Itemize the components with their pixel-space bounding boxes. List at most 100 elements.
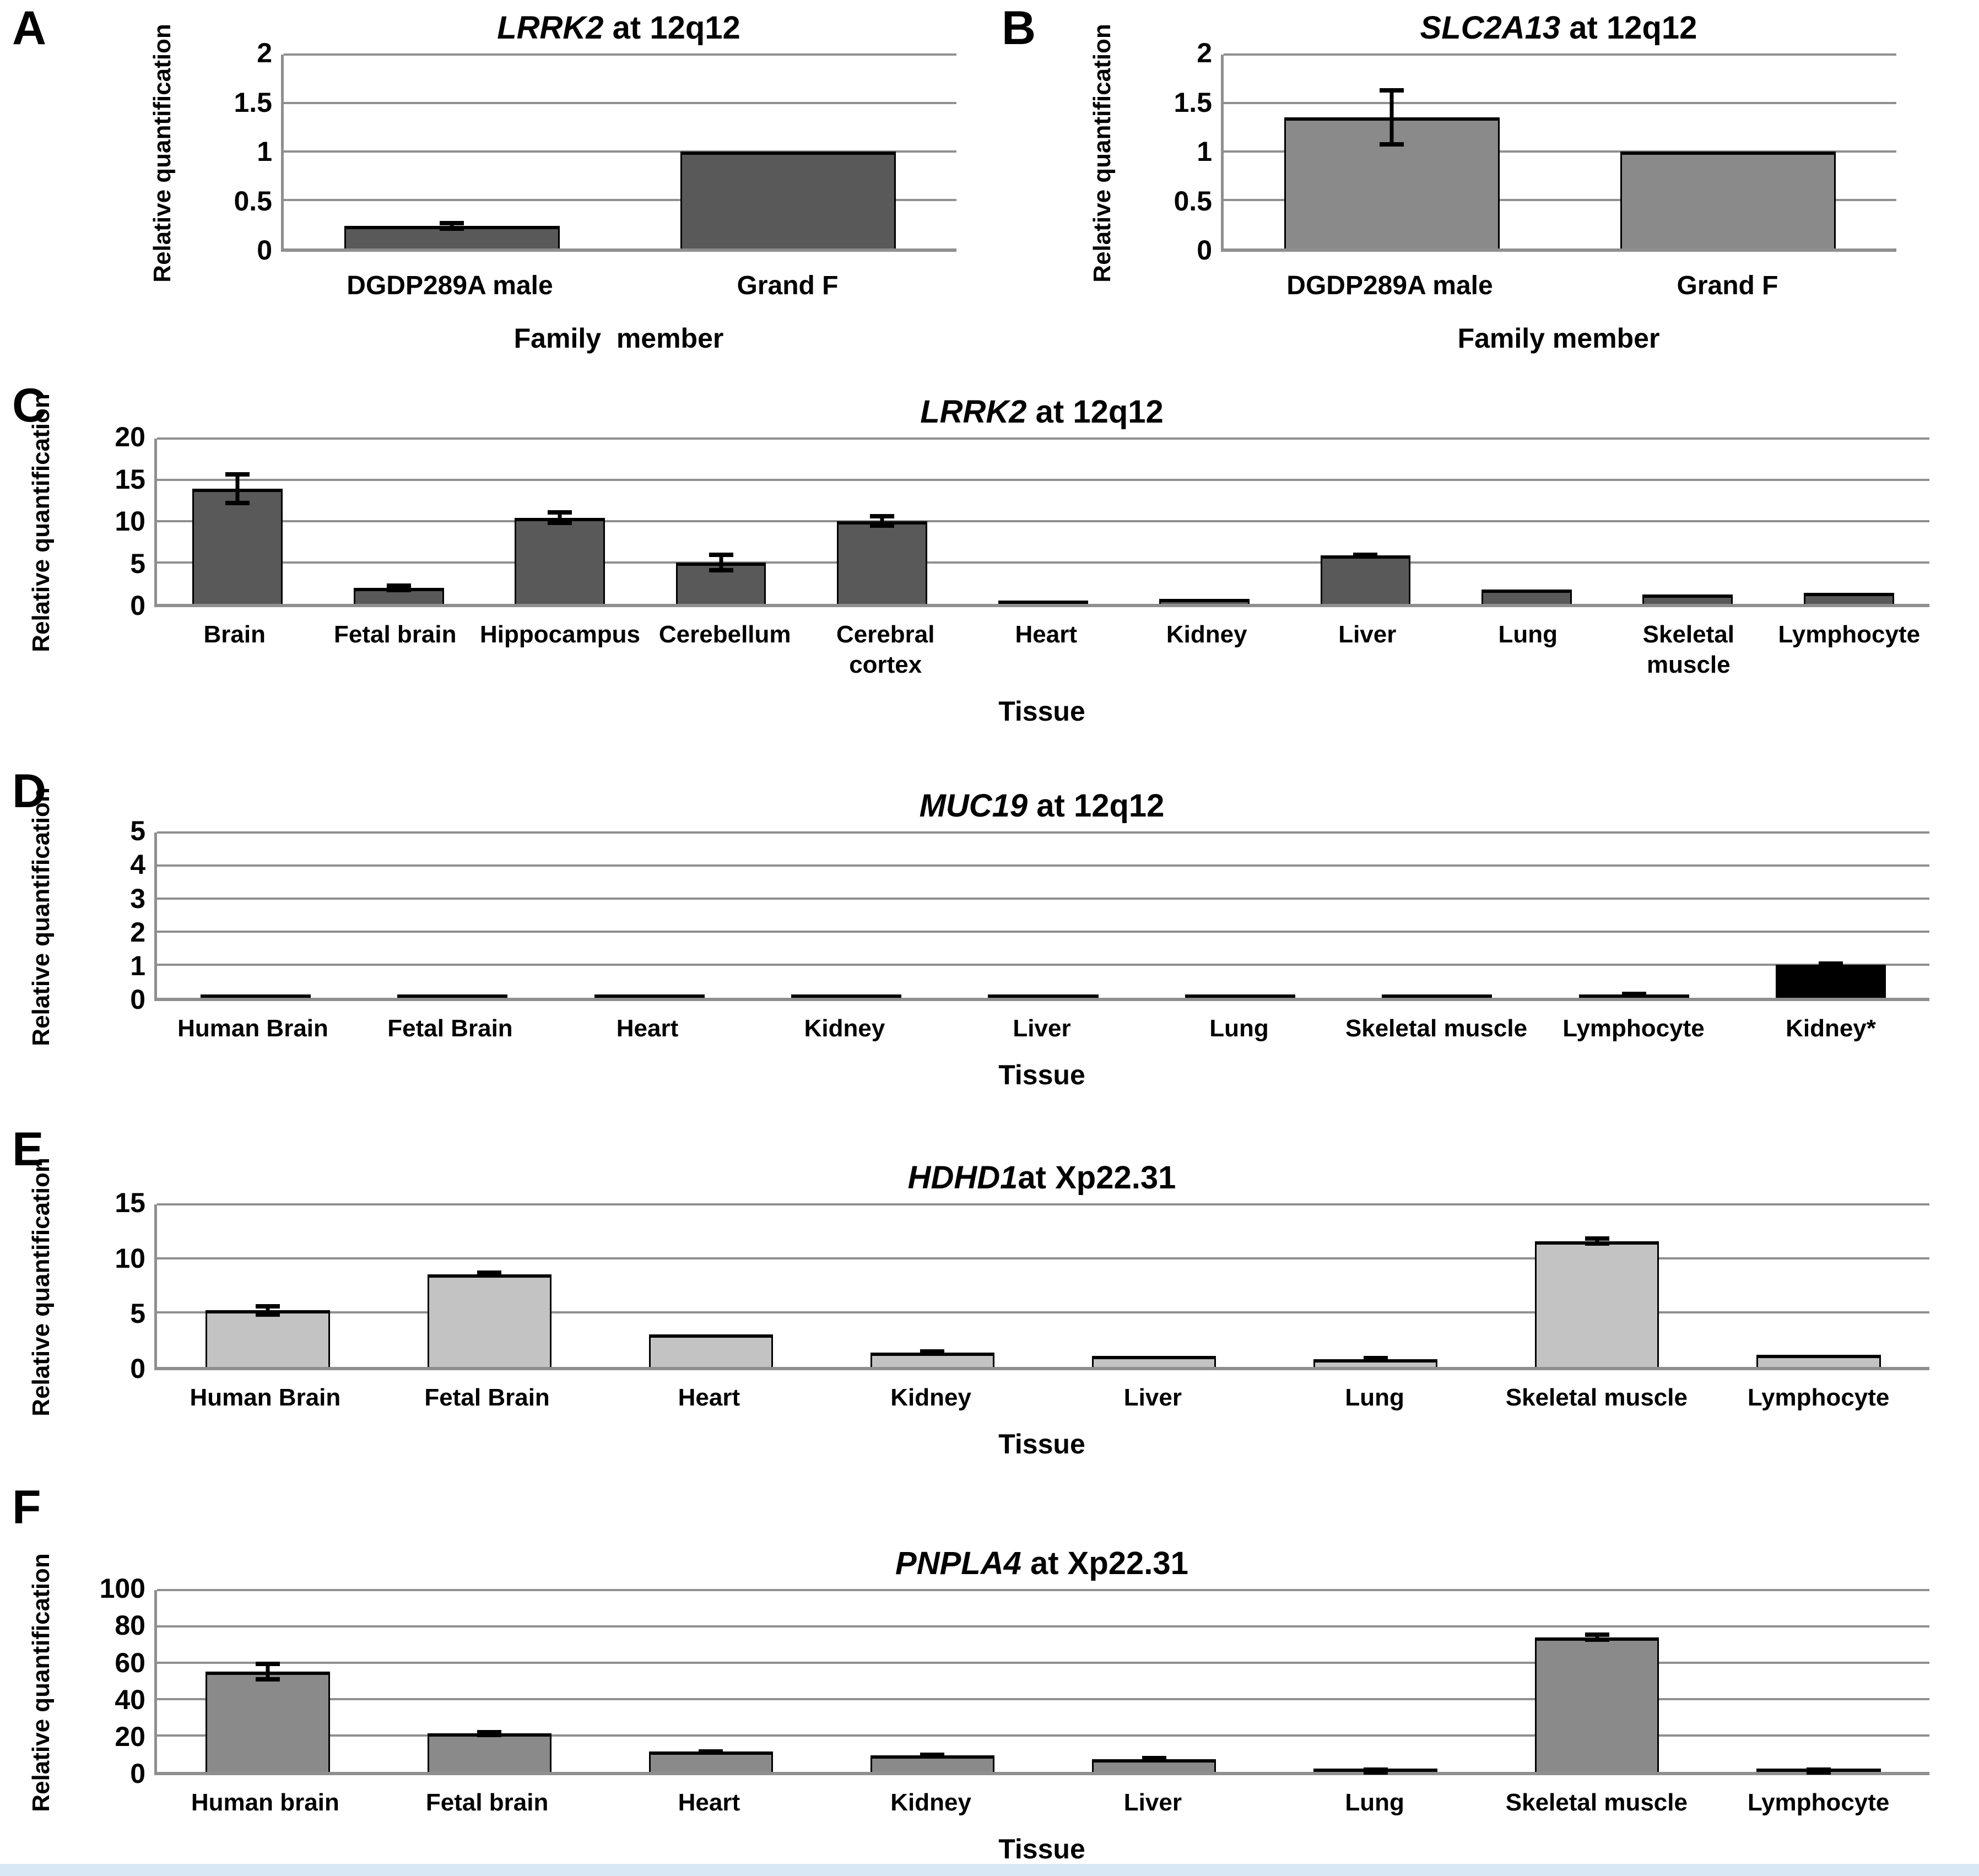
error-bar-cap-top <box>1585 1632 1609 1637</box>
x-axis-tick-labels: Human Brain Fetal Brain Heart Kidney Liver Lu… <box>154 1382 1929 1413</box>
x-tick-label: Liver <box>1123 1788 1182 1816</box>
panel-d-muc19-tissue: D MUC19 at 12q12 Relative quantification… <box>0 763 1979 1121</box>
x-tick-label: Liver <box>1338 620 1397 648</box>
x-tick-label: Liver <box>1013 1014 1071 1042</box>
x-axis-title: Tissue <box>998 1428 1085 1459</box>
x-axis-tick-labels: DGDP289A male Grand F <box>281 269 956 302</box>
y-tick-label: 3 <box>130 883 145 914</box>
x-tick-label: Lung <box>1345 1788 1404 1816</box>
error-bar-line <box>558 510 562 526</box>
y-tick-label: 0.5 <box>234 185 272 217</box>
panel-f-pnpla4-tissue: F PNPLA4 at Xp22.31 Relative quantificat… <box>0 1479 1979 1864</box>
bar <box>397 994 508 998</box>
x-axis-title: Family member <box>1457 322 1660 354</box>
error-bar <box>256 1662 280 1682</box>
x-tick-label: Human Brain <box>190 1383 341 1411</box>
panel-c-lrrk2-tissue: C LRRK2 at 12q12 Relative quantification… <box>0 377 1979 763</box>
plot-area <box>1221 53 1896 252</box>
error-bar-cap-top <box>1585 1236 1609 1241</box>
bar <box>200 994 311 998</box>
panel-letter: C <box>12 379 47 432</box>
chart-title-rest: at 12q12 <box>1028 788 1165 824</box>
error-bar <box>920 1753 945 1758</box>
y-tick-label: 0 <box>130 1353 145 1385</box>
gridline <box>157 437 1929 440</box>
error-bar-line <box>1595 1236 1599 1246</box>
y-tick-label: 5 <box>130 815 145 847</box>
y-tick-label: 2 <box>257 37 272 69</box>
error-bar-cap-top <box>256 1662 280 1667</box>
error-bar-cap-top <box>1142 1758 1166 1763</box>
bar <box>1481 590 1572 604</box>
x-tick-label: Fetal Brain <box>387 1014 513 1042</box>
bar <box>594 994 705 998</box>
bar <box>1382 994 1493 998</box>
bar <box>515 517 605 604</box>
error-bar-cap-bottom <box>920 1753 945 1758</box>
bar <box>427 1733 551 1772</box>
x-tick-label: Human Brain <box>177 1014 328 1042</box>
bar <box>1642 594 1733 604</box>
y-tick-label: 4 <box>130 849 145 880</box>
bar-slot <box>600 1590 821 1772</box>
gridline <box>157 930 1929 933</box>
x-tick-label: Kidney* <box>1786 1014 1876 1042</box>
error-bar-cap-top <box>440 221 464 226</box>
bar-slot <box>1339 832 1535 998</box>
error-bar <box>225 472 250 506</box>
bars-area <box>157 439 1929 604</box>
gridline <box>284 53 956 56</box>
bar <box>988 994 1099 998</box>
gene-name: HDHD1 <box>907 1160 1018 1196</box>
x-tick-label: Lymphocyte <box>1778 620 1921 648</box>
x-tick-label: Skeletal muscle <box>1505 1383 1688 1411</box>
bar-slot <box>640 439 801 604</box>
y-tick-label: 20 <box>115 1721 145 1752</box>
error-bar-cap-bottom <box>699 1749 723 1754</box>
x-tick-label: Heart <box>1015 620 1077 648</box>
error-bar-cap-bottom <box>225 501 250 506</box>
error-bar <box>1819 961 1843 968</box>
panel-e-hdhd1-tissue: E HDHD1at Xp22.31 Relative quantificatio… <box>0 1121 1979 1479</box>
x-tick-label: Lymphocyte <box>1562 1014 1705 1042</box>
error-bar-cap-bottom <box>386 588 411 593</box>
error-bar-line <box>719 552 723 572</box>
x-tick-label: Liver <box>1123 1383 1182 1411</box>
y-tick-label: 2 <box>130 916 145 948</box>
x-tick-label: Fetal brain <box>425 1788 549 1816</box>
x-axis-tick-labels: DGDP289A male Grand F <box>1221 269 1896 302</box>
y-tick-label: 2 <box>1197 37 1212 69</box>
chart-title: PNPLA4 at Xp22.31 <box>154 1545 1929 1582</box>
bar-slot <box>821 1590 1043 1772</box>
error-bar <box>256 1304 280 1317</box>
x-tick-label: Kidney <box>890 1788 971 1816</box>
bar-slot <box>1733 832 1929 998</box>
error-bar-cap-bottom <box>1585 1241 1609 1246</box>
bar <box>206 1310 330 1367</box>
x-tick-label: Brain <box>203 620 266 648</box>
error-bar-cap-bottom <box>256 1312 280 1317</box>
chart-title: MUC19 at 12q12 <box>154 788 1929 825</box>
error-bar-cap-bottom <box>256 1677 280 1682</box>
y-tick-label: 0 <box>1197 235 1212 266</box>
error-bar-cap-bottom <box>440 226 464 231</box>
x-tick-label: DGDP289A male <box>347 271 553 300</box>
x-tick-label: Human brain <box>191 1788 339 1816</box>
bar <box>1185 994 1295 998</box>
bar-slot <box>1265 1590 1486 1775</box>
chart-title: LRRK2 at 12q12 <box>281 10 956 47</box>
error-bar <box>477 1270 502 1278</box>
error-bar <box>1380 88 1404 147</box>
y-axis-ticks: 0 0.5 1 1.5 2 <box>1133 39 1221 264</box>
y-tick-label: 80 <box>115 1610 145 1641</box>
error-bar-cap-bottom <box>477 1273 502 1278</box>
error-bar-line <box>450 221 454 231</box>
error-bar-cap-bottom <box>1819 961 1843 966</box>
error-bar-cap-top <box>1806 1770 1831 1775</box>
error-bar-cap-bottom <box>870 523 895 528</box>
error-bar-cap-bottom <box>1585 1637 1609 1642</box>
bars-area <box>284 55 956 248</box>
